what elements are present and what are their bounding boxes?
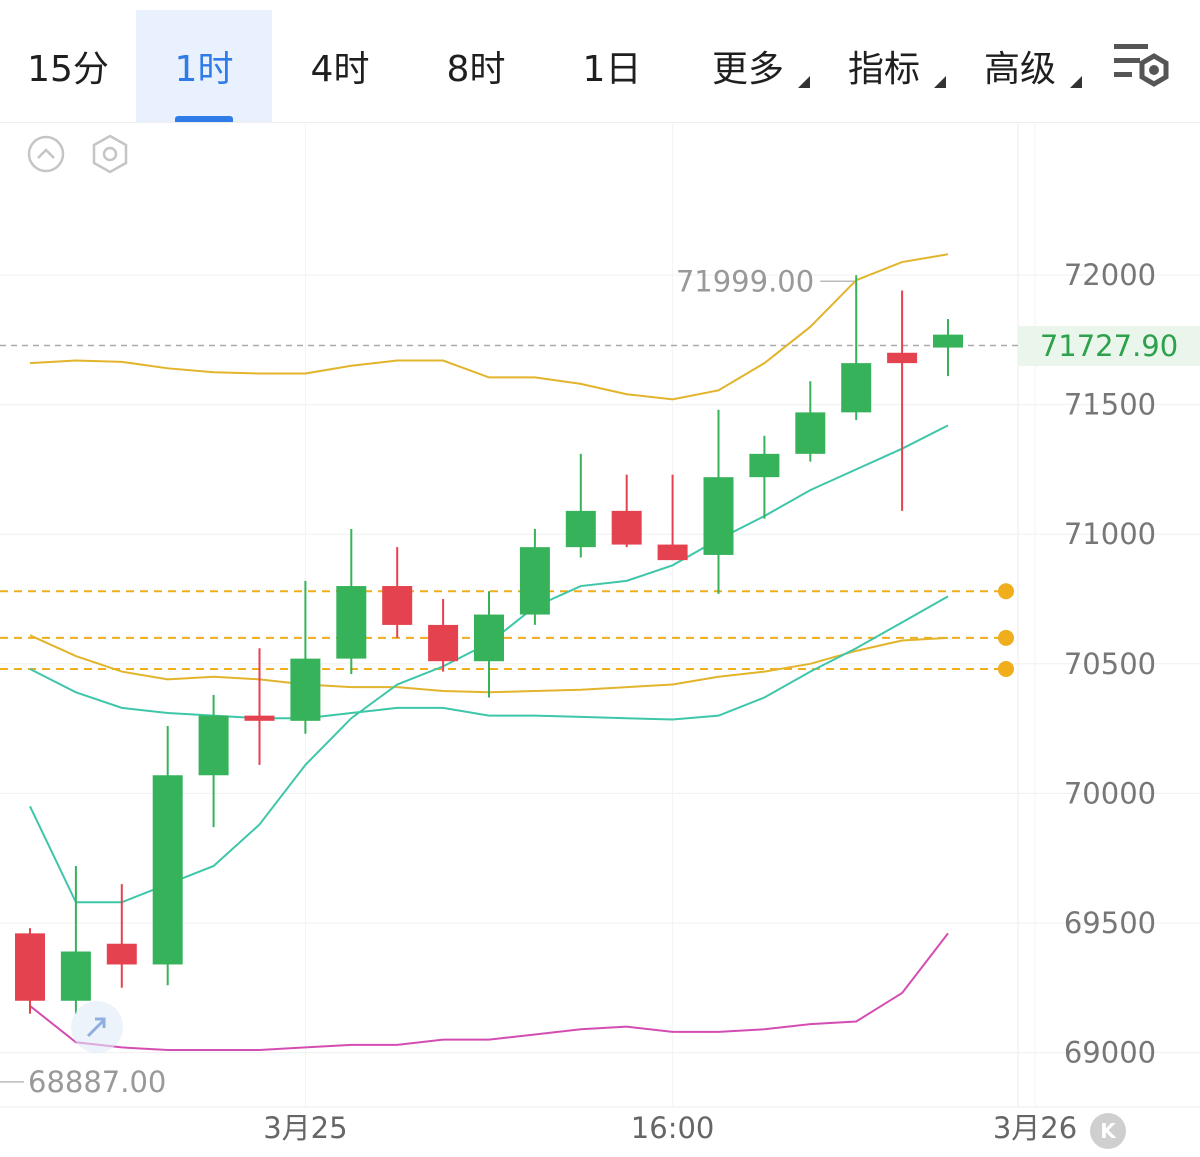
candle-body — [565, 510, 596, 548]
dropdown-caret-icon — [1070, 76, 1082, 88]
candle-body — [152, 775, 183, 965]
indicator-line-boll_lower — [29, 595, 949, 721]
x-tick-label: 16:00 — [631, 1111, 715, 1145]
dropdown-caret-icon — [934, 76, 946, 88]
candle-body — [244, 715, 275, 721]
order-bell-icon — [998, 660, 1014, 677]
timeframe-tabs: 15分 1时 4时 8时 1日 更多 指标 高级 — [0, 0, 1200, 123]
candle-body — [290, 658, 321, 721]
tab-label: 8时 — [446, 49, 506, 90]
tab-label: 1日 — [582, 49, 642, 90]
candle-body — [703, 477, 734, 555]
k-badge-icon[interactable]: K — [1090, 1113, 1126, 1149]
tab-0[interactable]: 15分 — [0, 10, 136, 122]
tab-label: 15分 — [27, 49, 109, 90]
tab-label: 高级 — [983, 49, 1056, 90]
min-price-label: 68887.00 — [28, 1065, 166, 1099]
tab-6[interactable]: 指标 — [816, 10, 952, 122]
y-tick-label: 69000 — [1064, 1036, 1156, 1070]
candle-body — [198, 715, 229, 776]
candle-body — [382, 586, 413, 625]
tab-1[interactable]: 1时 — [136, 10, 272, 122]
y-tick-label: 69500 — [1064, 906, 1156, 940]
order-bell-icon — [998, 629, 1014, 646]
max-price-label: 71999.00 — [676, 264, 814, 298]
tab-label: 1时 — [174, 49, 234, 90]
indicator-line-boll_upper — [29, 253, 949, 401]
y-tick-label: 71000 — [1064, 517, 1156, 551]
chevron-up-icon[interactable] — [26, 134, 66, 174]
y-tick-label: 70000 — [1064, 776, 1156, 810]
current-price-box — [1018, 326, 1200, 366]
tab-4[interactable]: 1日 — [544, 10, 680, 122]
y-tick-label: 72000 — [1064, 258, 1156, 292]
candle-body — [749, 453, 780, 478]
candle-body — [60, 951, 91, 1001]
order-bell-icon — [998, 583, 1014, 600]
tab-label: 4时 — [310, 49, 370, 90]
jump-arrow-icon — [86, 1018, 106, 1038]
candle-body — [15, 933, 45, 1001]
active-tab-indicator — [175, 116, 233, 122]
candle-body — [428, 624, 459, 662]
candle-body — [336, 586, 367, 659]
jump-arrow-icon — [95, 1017, 106, 1028]
candle-body — [657, 544, 688, 561]
tab-5[interactable]: 更多 — [680, 10, 816, 122]
tab-3[interactable]: 8时 — [408, 10, 544, 122]
candle-body — [841, 363, 872, 413]
tab-7[interactable]: 高级 — [952, 10, 1088, 122]
x-tick-label: 3月26 — [993, 1111, 1077, 1145]
dropdown-caret-icon — [798, 76, 810, 88]
candle-body — [611, 510, 642, 545]
candle-body — [519, 547, 550, 615]
candle-body — [933, 334, 963, 348]
current-price-label: 71727.90 — [1039, 329, 1179, 363]
tab-label: 更多 — [711, 49, 784, 90]
candle-body — [106, 943, 137, 965]
hexagon-gear-icon[interactable] — [88, 132, 132, 176]
candle-body — [474, 614, 504, 662]
candlestick-chart[interactable]: 72000 71500 71000 70500 70000 69500 69000 3月25 1… — [0, 122, 1200, 1157]
indicator-line-ma_slow — [29, 932, 949, 1052]
y-tick-label: 71500 — [1064, 388, 1156, 422]
chart-settings-icon[interactable] — [1112, 38, 1172, 96]
candle-body — [887, 352, 918, 364]
candle-body — [795, 412, 826, 454]
y-tick-label: 70500 — [1064, 647, 1156, 681]
tab-2[interactable]: 4时 — [272, 10, 408, 122]
x-tick-label: 3月25 — [263, 1111, 347, 1145]
tab-label: 指标 — [847, 49, 920, 90]
